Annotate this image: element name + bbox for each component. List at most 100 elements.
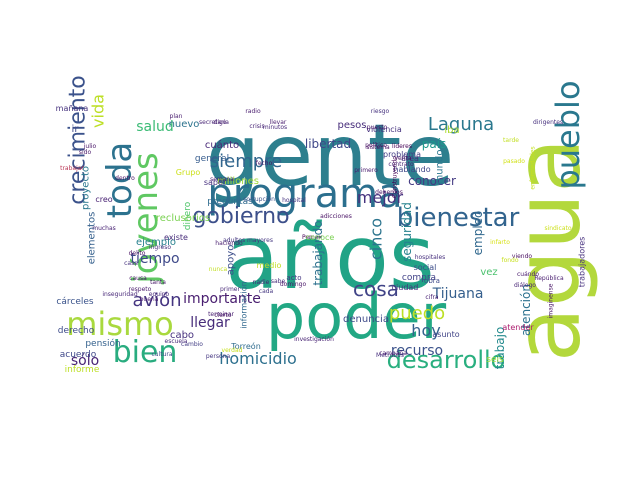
word-trabajadores: trabajadores [578,237,587,288]
word-muchas: muchas [92,225,116,232]
word-respeto: respeto [129,286,152,293]
word-sistema: sistema [366,144,390,151]
word-empleo: empleo [471,211,485,256]
word-construyendo: Construyendo [392,156,399,198]
word-debemos: debemos [375,189,403,196]
word-salud: salud [136,119,174,135]
word-corrupción: corrupción [243,196,275,203]
word-acuerdo: acuerdo [60,350,97,360]
word-metrobús: Metrobús [376,352,404,359]
word-crecimiento: crecimiento [66,75,91,205]
word-cierto: cierto [214,312,231,319]
word-derecho: derecho [58,326,95,336]
word-crisis: crisis [249,123,264,130]
word-atender: atender [502,323,534,332]
word-minutos: minutos [263,124,287,131]
word-adultos-mayores: adultos mayores [223,237,273,244]
word-avión: avión [132,290,181,311]
word-buena: buena [140,296,159,303]
word-cada: cada [259,288,274,295]
word-trabajar: trabajar [60,165,84,172]
word-semana: semana [210,176,234,183]
word-campaña: campaña [379,350,407,357]
word-pemex: Pemex [302,234,323,241]
word-terminar: terminar [208,311,234,318]
word-trabajando: trabajando [311,220,325,285]
word-sólo: sólo [71,353,99,369]
word-sabe: sabe [271,278,286,285]
word-recurso: recurso [391,343,443,359]
word-domingo: domingo [280,281,307,288]
word-saber: saber [204,178,227,187]
word-poder: poder [266,280,447,353]
word-enfermedades: enfermedades [530,146,537,189]
word-plan: plan [170,113,183,120]
word-conoce: conoce [306,233,335,242]
word-llegar: llegar [190,315,230,331]
word-seguridad: seguridad [400,202,414,262]
word-creo: creo [95,195,112,204]
word-hospitales: hospitales [415,254,446,261]
word-medio: medio [257,261,282,270]
word-libertad: libertad [305,137,351,151]
word-político: político [365,142,387,149]
word-conocer: conocer [408,174,456,188]
word-cabo: cabo [170,330,194,341]
word-programa: programa [207,171,402,217]
word-pueblo: pueblo [549,80,587,189]
word-viendo: viendo [512,253,533,260]
word-ir: ir [72,124,80,135]
word-mismo: mismo [66,305,173,343]
word-cuándo: cuándo [517,271,539,278]
word-apoyo: apoyo [226,245,237,276]
word-hospital: hospital [282,197,306,204]
word-acto: acto [286,274,301,282]
word-problema: problema [383,150,421,159]
word-líderes: líderes [392,143,412,150]
word-investigación: investigación [294,336,334,343]
word-gente: gente [206,106,455,206]
word-escuela: escuela [165,338,188,345]
word-país: país [422,137,447,151]
word-proyecto: proyecto [81,166,92,210]
word-verdad: verdad [222,347,243,354]
word-informe: informe [65,365,100,375]
word-nuevo: nuevo [169,119,200,130]
word-gobierno: gobierno [192,204,289,229]
word-digo: digo [214,119,227,126]
word-tijuana: Tijuana [432,286,484,302]
word-inseguridad: inseguridad [102,291,138,298]
word-hablando: hablando [393,165,430,174]
word-atención: atención [519,284,533,336]
word-elementos: elementos [87,212,98,265]
word-sindicato: sindicato [544,225,571,232]
word-homicidio: homicidio [219,349,297,368]
word-haciendo: haciendo [215,240,243,247]
word-nunca: nunca [209,266,228,273]
word-riesgo: riesgo [371,108,390,115]
word-cárceles: cárceles [56,297,93,307]
word-cuánto: cuánto [205,139,239,151]
word-julio: julio [83,143,97,150]
word-información: información [239,281,249,328]
word-agua: agua [496,138,601,362]
word-denuncia: denuncia [343,314,389,325]
word-puedo: puedo [389,303,445,324]
word-obra: obra [424,277,440,285]
word-sido: sido [79,149,92,156]
word-existe: existe [164,233,188,242]
word-bienestar: bienestar [397,203,520,233]
word-casa: casa [124,260,138,267]
word-preguntas: preguntas [207,197,253,207]
word-cosa: cosa [353,277,399,301]
word-dirigentes: dirigentes [533,119,563,126]
word-general: general [195,154,229,164]
word-toda: toda [100,142,140,219]
word-pesos: pesos [337,120,366,131]
word-tiempo: tiempo [130,251,179,267]
word-equipo: equipo [149,291,170,298]
word-ciudad: ciudad [392,283,419,292]
